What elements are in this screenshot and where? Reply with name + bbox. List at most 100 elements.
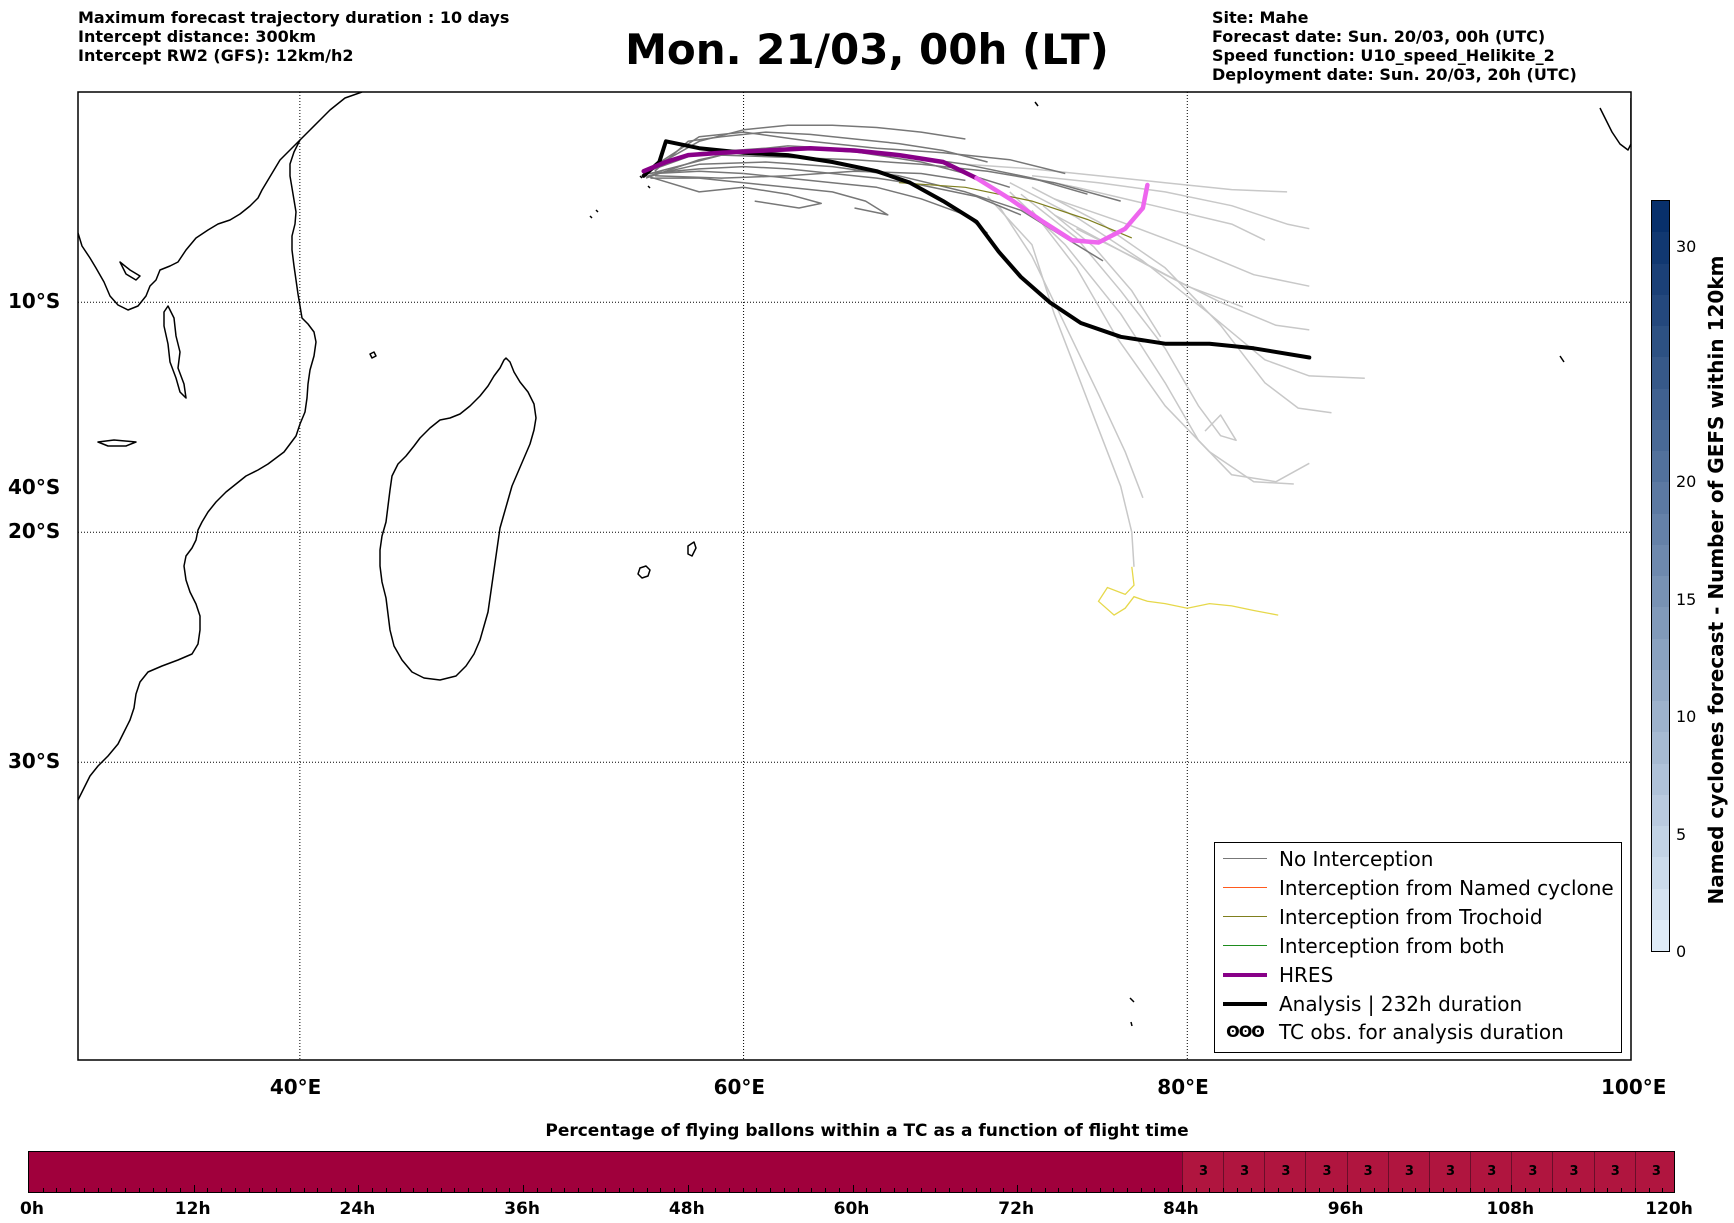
- flight-time-minor-tick: [1593, 1188, 1595, 1192]
- mascarene-island-2: [687, 541, 697, 557]
- flight-time-minor-tick: [852, 1185, 854, 1192]
- ensemble-light-track: [1053, 214, 1310, 331]
- colorbar-segment: [1652, 825, 1669, 858]
- flight-time-minor-tick: [1634, 1188, 1636, 1192]
- ensemble-light-track: [1009, 191, 1310, 483]
- flight-time-minor-tick: [1552, 1188, 1554, 1192]
- flight-time-minor-tick: [138, 1188, 140, 1192]
- flight-time-cell: 3: [1223, 1152, 1266, 1192]
- legend-item: No Interception: [1223, 844, 1433, 873]
- flight-time-minor-tick: [83, 1188, 85, 1192]
- header-left-info: Maximum forecast trajectory duration : 1…: [78, 8, 509, 65]
- flight-time-minor-tick: [152, 1188, 154, 1192]
- flight-time-minor-tick: [372, 1188, 374, 1192]
- lake-shape-3: [97, 439, 137, 447]
- legend-item: Interception from Named cyclone: [1223, 873, 1614, 902]
- legend-line-swatch: [1223, 858, 1267, 859]
- flight-time-minor-tick: [728, 1188, 730, 1192]
- flight-time-minor-tick: [509, 1188, 511, 1192]
- lat-tick-label: 40°S: [8, 475, 61, 499]
- flight-time-minor-tick: [1017, 1185, 1019, 1192]
- flight-time-minor-tick: [1566, 1188, 1568, 1192]
- flight-time-minor-tick: [1181, 1185, 1183, 1192]
- flight-time-tick-label: 108h: [1486, 1199, 1535, 1219]
- colorbar-segment: [1652, 638, 1669, 670]
- flight-time-minor-tick: [1113, 1188, 1115, 1192]
- flight-time-cell: 3: [1552, 1152, 1595, 1192]
- flight-time-minor-tick: [358, 1185, 360, 1192]
- flight-time-minor-tick: [1305, 1188, 1307, 1192]
- ensemble-light-track: [1042, 205, 1162, 338]
- flight-time-minor-tick: [1003, 1188, 1005, 1192]
- flight-time-minor-tick: [1030, 1188, 1032, 1192]
- colorbar-segment: [1652, 919, 1669, 951]
- ensemble-dark-track: [648, 165, 1022, 216]
- colorbar-segment: [1652, 669, 1669, 701]
- max-duration-text: Maximum forecast trajectory duration : 1…: [78, 8, 510, 27]
- flight-time-minor-tick: [646, 1188, 648, 1192]
- trochoid-interception-track: [898, 182, 1133, 239]
- legend-item: Interception from Trochoid: [1223, 902, 1543, 931]
- flight-time-minor-tick: [1374, 1188, 1376, 1192]
- flight-time-minor-tick: [1085, 1188, 1087, 1192]
- ensemble-dark-track: [645, 131, 1066, 175]
- legend-item: Analysis | 232h duration: [1223, 989, 1522, 1018]
- flight-time-tick-label: 72h: [998, 1199, 1035, 1219]
- forecast-date-text: Forecast date: Sun. 20/03, 00h (UTC): [1212, 27, 1546, 46]
- flight-time-minor-tick: [893, 1188, 895, 1192]
- lon-tick-label: 60°E: [713, 1075, 766, 1099]
- colorbar-segment: [1652, 575, 1669, 608]
- flight-time-minor-tick: [907, 1188, 909, 1192]
- flight-time-minor-tick: [1387, 1188, 1389, 1192]
- colorbar-segment: [1652, 544, 1669, 576]
- ensemble-dark-track: [650, 177, 889, 216]
- flight-time-minor-tick: [248, 1188, 250, 1192]
- flight-time-minor-tick: [330, 1188, 332, 1192]
- flight-time-minor-tick: [42, 1188, 44, 1192]
- colorbar-segment: [1652, 263, 1669, 295]
- colorbar-tick-label: 0: [1676, 942, 1687, 961]
- legend-label: Interception from both: [1279, 933, 1505, 958]
- flight-time-minor-tick: [1168, 1188, 1170, 1192]
- colorbar-segment: [1652, 888, 1669, 920]
- flight-time-minor-tick: [632, 1188, 634, 1192]
- flight-time-minor-tick: [1236, 1188, 1238, 1192]
- ensemble-dark-tracks: [645, 124, 1121, 262]
- legend: No Interception Interception from Named c…: [1214, 842, 1622, 1053]
- intercept-distance-text: Intercept distance: 300km: [78, 27, 317, 46]
- flight-time-minor-tick: [125, 1188, 127, 1192]
- legend-label: Analysis | 232h duration: [1279, 991, 1523, 1016]
- ensemble-light-track: [987, 195, 1135, 567]
- flight-time-tick-label: 36h: [504, 1199, 540, 1219]
- flight-time-minor-tick: [756, 1188, 758, 1192]
- flight-time-minor-tick: [166, 1188, 168, 1192]
- legend-line-swatch: [1223, 887, 1267, 888]
- colorbar-tick-label: 5: [1676, 824, 1687, 844]
- flight-time-minor-tick: [578, 1188, 579, 1192]
- ensemble-light-track: [965, 163, 1288, 193]
- lon-tick-label: 40°E: [269, 1075, 322, 1099]
- flight-time-minor-tick: [1140, 1188, 1142, 1192]
- mascarene-island-1: [637, 565, 651, 579]
- colorbar-segment: [1652, 513, 1669, 545]
- flight-time-minor-tick: [1319, 1188, 1321, 1192]
- flight-time-minor-tick: [976, 1188, 978, 1192]
- lake-shape-2: [119, 261, 141, 281]
- flight-time-minor-tick: [454, 1188, 456, 1192]
- page-title: Mon. 21/03, 00h (LT): [625, 25, 1109, 74]
- ensemble-dark-track: [650, 154, 1121, 202]
- comoros-1: [369, 351, 377, 359]
- colorbar-segment: [1652, 731, 1669, 764]
- intercept-rw2-text: Intercept RW2 (GFS): 12km/h2: [78, 46, 354, 65]
- africa-coastline: [78, 92, 363, 311]
- header-right-info: Site: Mahe Forecast date: Sun. 20/03, 00…: [1212, 8, 1577, 84]
- flight-time-minor-tick: [674, 1188, 676, 1192]
- flight-time-cell: 3: [1470, 1152, 1513, 1192]
- flight-time-cell: 3: [1181, 1152, 1225, 1192]
- flight-time-minor-tick: [1497, 1188, 1499, 1192]
- coastlines: [78, 92, 1631, 1027]
- flight-time-minor-tick: [989, 1188, 991, 1192]
- colorbar-segment: [1652, 231, 1669, 264]
- flight-time-minor-tick: [1511, 1185, 1513, 1192]
